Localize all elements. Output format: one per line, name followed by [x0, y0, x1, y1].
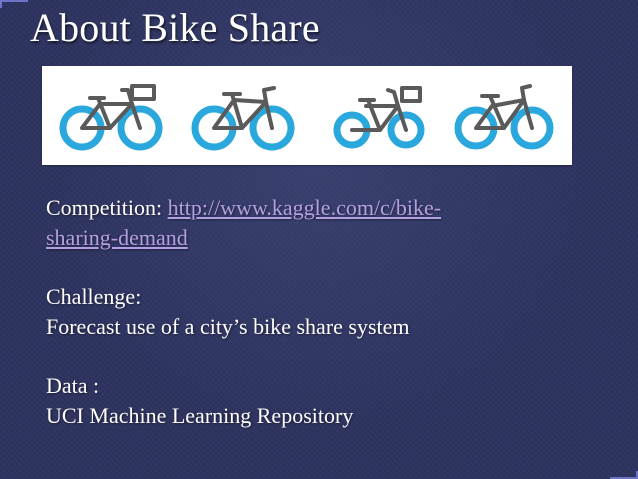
- challenge-text: Forecast use of a city’s bike share syst…: [46, 314, 410, 339]
- spacer: [46, 342, 606, 371]
- data-heading: Data :: [46, 373, 100, 398]
- corner-accent-top: [0, 0, 28, 8]
- corner-accent-bottom: [610, 471, 638, 479]
- competition-line: Competition: http://www.kaggle.com/c/bik…: [46, 193, 606, 253]
- competition-label: Competition:: [46, 195, 168, 220]
- bike-basket-icon: [59, 84, 163, 151]
- bike-kids-icon: [333, 86, 425, 149]
- bike-small-icon: [454, 84, 554, 150]
- challenge-heading: Challenge:: [46, 284, 142, 309]
- bike-road-icon: [191, 86, 295, 151]
- slide-title: About Bike Share: [30, 5, 320, 50]
- slide-body: Competition: http://www.kaggle.com/c/bik…: [46, 193, 606, 431]
- data-text: UCI Machine Learning Repository: [46, 403, 354, 428]
- spacer: [46, 253, 606, 282]
- competition-link-continued[interactable]: sharing-demand: [46, 225, 188, 250]
- bike-banner-image: [42, 66, 572, 165]
- competition-link[interactable]: http://www.kaggle.com/c/bike-: [167, 195, 442, 220]
